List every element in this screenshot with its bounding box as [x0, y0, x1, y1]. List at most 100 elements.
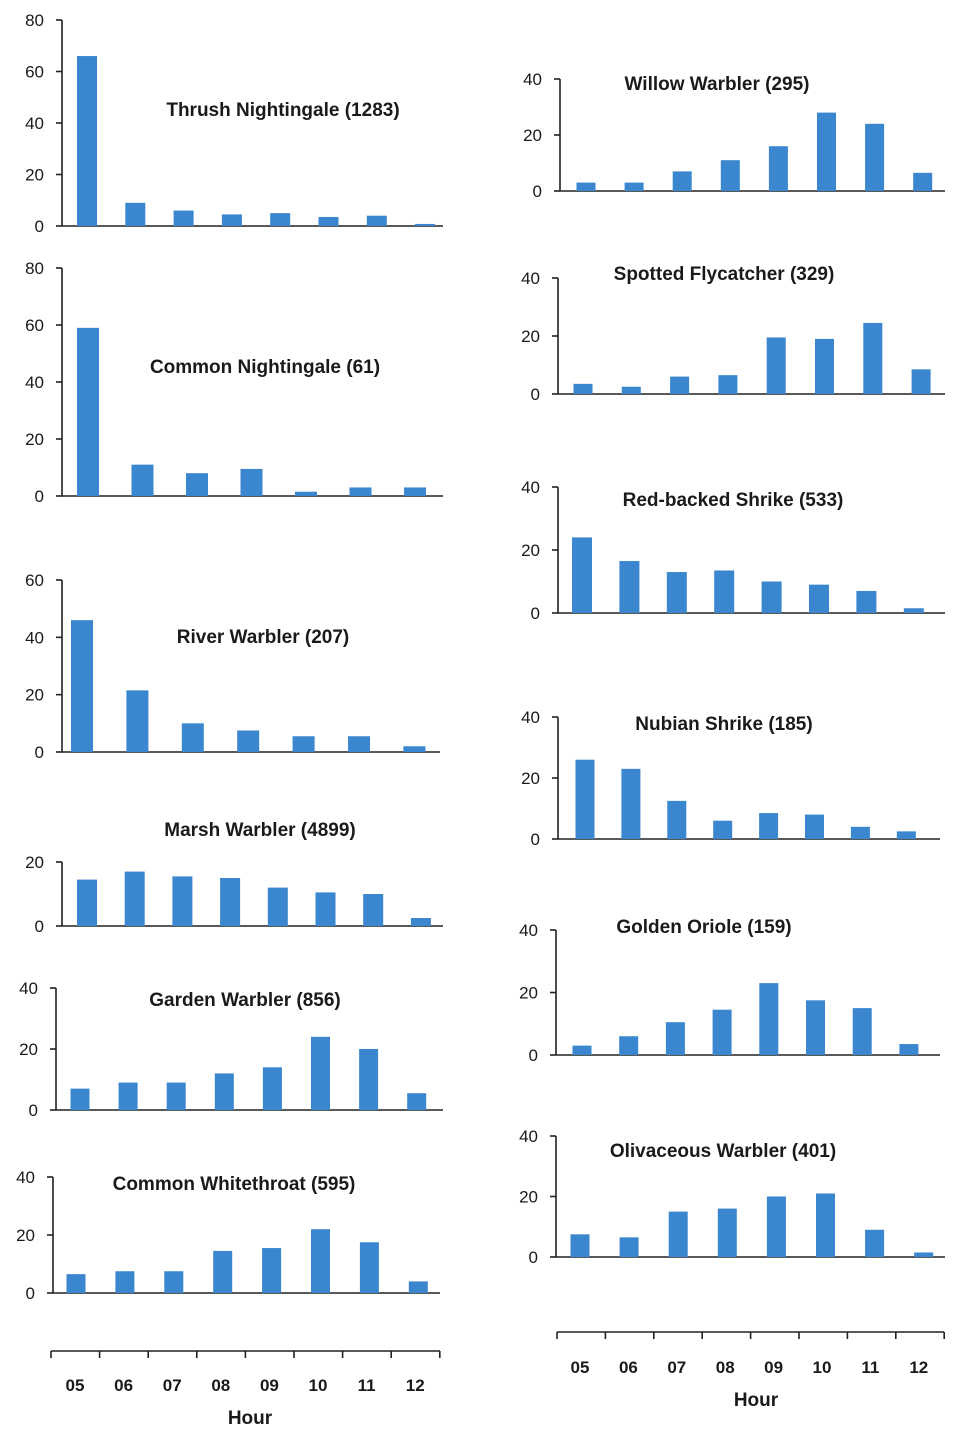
- chart-11-bar-06: [619, 1036, 639, 1055]
- chart-12-bar-12: [914, 1252, 934, 1257]
- chart-1-title: Thrush Nightingale (1283): [166, 100, 399, 121]
- chart-2-y-tick-label: 40: [25, 373, 44, 392]
- chart-5-bar-09: [262, 1067, 282, 1110]
- chart-5-title: Garden Warbler (856): [149, 990, 340, 1011]
- chart-9-bar-05: [572, 537, 592, 613]
- chart-12-bar-08: [717, 1208, 737, 1257]
- chart-2-y-tick-label: 80: [25, 259, 44, 278]
- chart-10-bar-11: [850, 826, 870, 839]
- chart-3-bar-05: [71, 620, 93, 752]
- chart-12-bar-05: [570, 1234, 590, 1257]
- chart-6-bar-08: [213, 1250, 233, 1293]
- chart-4-bar-09: [267, 887, 288, 926]
- chart-6-y-tick-label: 0: [26, 1284, 35, 1303]
- chart-12-bar-06: [619, 1237, 639, 1257]
- chart-11-bar-08: [712, 1009, 732, 1055]
- chart-11-title: Golden Oriole (159): [616, 917, 791, 938]
- chart-5-y-tick-label: 0: [29, 1101, 38, 1120]
- chart-3-bar-11: [403, 746, 426, 752]
- chart-2-bar-07: [186, 473, 208, 496]
- chart-3-y-tick-label: 60: [25, 571, 44, 590]
- chart-4-bar-08: [220, 878, 241, 926]
- x-axis-right-tick-label: 05: [571, 1358, 590, 1377]
- x-axis-right-tick-label: 12: [909, 1358, 928, 1377]
- chart-2-y-tick-label: 60: [25, 316, 44, 335]
- chart-4-bar-12: [410, 918, 431, 926]
- chart-7-y-tick-label: 40: [523, 70, 542, 89]
- chart-12-y-tick-label: 0: [529, 1248, 538, 1267]
- chart-5-bar-11: [359, 1049, 379, 1110]
- chart-10-bar-10: [805, 814, 824, 839]
- chart-9-y-tick-label: 40: [521, 478, 540, 497]
- chart-7-bar-09: [768, 146, 788, 191]
- x-axis-right-tick-label: 07: [667, 1358, 686, 1377]
- chart-12-bar-11: [865, 1229, 885, 1257]
- chart-11-bar-11: [852, 1008, 872, 1055]
- chart-10-bar-06: [621, 768, 641, 839]
- chart-1-bar-08: [221, 214, 242, 226]
- chart-9-bar-08: [714, 570, 735, 613]
- chart-6-bar-11: [359, 1242, 379, 1293]
- chart-12-bar-10: [816, 1193, 835, 1257]
- chart-10-bar-08: [713, 820, 733, 839]
- chart-10-y-tick-label: 20: [521, 769, 540, 788]
- chart-12-bar-09: [766, 1196, 786, 1257]
- chart-9-bar-07: [666, 572, 687, 613]
- chart-1-y-tick-label: 80: [25, 11, 44, 30]
- chart-5-y-tick-label: 40: [19, 979, 38, 998]
- x-axis-left-title: Hour: [228, 1408, 273, 1429]
- chart-7-y-tick-label: 20: [523, 126, 542, 145]
- chart-7-bar-11: [865, 123, 885, 191]
- chart-10-y-tick-label: 40: [521, 708, 540, 727]
- chart-7-bar-06: [624, 182, 644, 191]
- chart-2-bar-08: [240, 468, 263, 496]
- chart-2-bar-11: [404, 487, 426, 496]
- chart-11-bar-07: [665, 1022, 685, 1055]
- chart-12-bar-07: [668, 1211, 688, 1257]
- chart-8-y-tick-label: 0: [531, 385, 540, 404]
- x-axis-right-tick-label: 09: [764, 1358, 783, 1377]
- x-axis-right-tick-label: 08: [716, 1358, 735, 1377]
- chart-2-bar-10: [349, 487, 372, 496]
- chart-8-y-tick-label: 20: [521, 327, 540, 346]
- x-axis-left-tick-label: 09: [260, 1376, 279, 1395]
- chart-11-y-tick-label: 40: [519, 921, 538, 940]
- chart-5-bar-12: [407, 1093, 427, 1110]
- chart-8-title: Spotted Flycatcher (329): [614, 264, 835, 285]
- chart-7-y-tick-label: 0: [533, 182, 542, 201]
- chart-11-bar-05: [572, 1045, 592, 1055]
- x-axis-left-tick-label: 08: [211, 1376, 230, 1395]
- chart-9-bar-06: [619, 561, 640, 613]
- x-axis-right-title: Hour: [734, 1390, 779, 1411]
- chart-2-bar-06: [131, 464, 154, 496]
- chart-4-bar-11: [363, 894, 384, 926]
- chart-11-y-tick-label: 20: [519, 984, 538, 1003]
- chart-9-y-tick-label: 20: [521, 541, 540, 560]
- chart-7-bar-07: [672, 171, 692, 191]
- chart-4-bar-06: [124, 871, 145, 926]
- chart-11-bar-12: [899, 1044, 919, 1055]
- chart-8-bar-11: [863, 322, 883, 394]
- chart-4-bar-10: [315, 892, 336, 926]
- chart-7-bar-10: [817, 112, 836, 191]
- chart-8-bar-08: [718, 375, 738, 394]
- chart-5-bar-10: [311, 1036, 330, 1110]
- chart-6-bar-06: [115, 1271, 135, 1293]
- chart-6-bar-10: [311, 1229, 330, 1293]
- chart-2-y-tick-label: 20: [25, 430, 44, 449]
- chart-4-y-tick-label: 0: [35, 917, 44, 936]
- chart-10-bar-05: [575, 759, 595, 839]
- chart-10-y-tick-label: 0: [531, 830, 540, 849]
- chart-1-bar-11: [366, 215, 387, 226]
- chart-8-bar-12: [911, 369, 931, 394]
- chart-10-bar-12: [896, 831, 916, 839]
- chart-8-bar-06: [621, 386, 641, 394]
- chart-3-y-tick-label: 40: [25, 628, 44, 647]
- chart-3-bar-07: [181, 723, 204, 752]
- chart-4-y-tick-label: 20: [25, 853, 44, 872]
- chart-12-title: Olivaceous Warbler (401): [610, 1141, 836, 1162]
- chart-12-y-tick-label: 20: [519, 1188, 538, 1207]
- chart-6-y-tick-label: 40: [16, 1168, 35, 1187]
